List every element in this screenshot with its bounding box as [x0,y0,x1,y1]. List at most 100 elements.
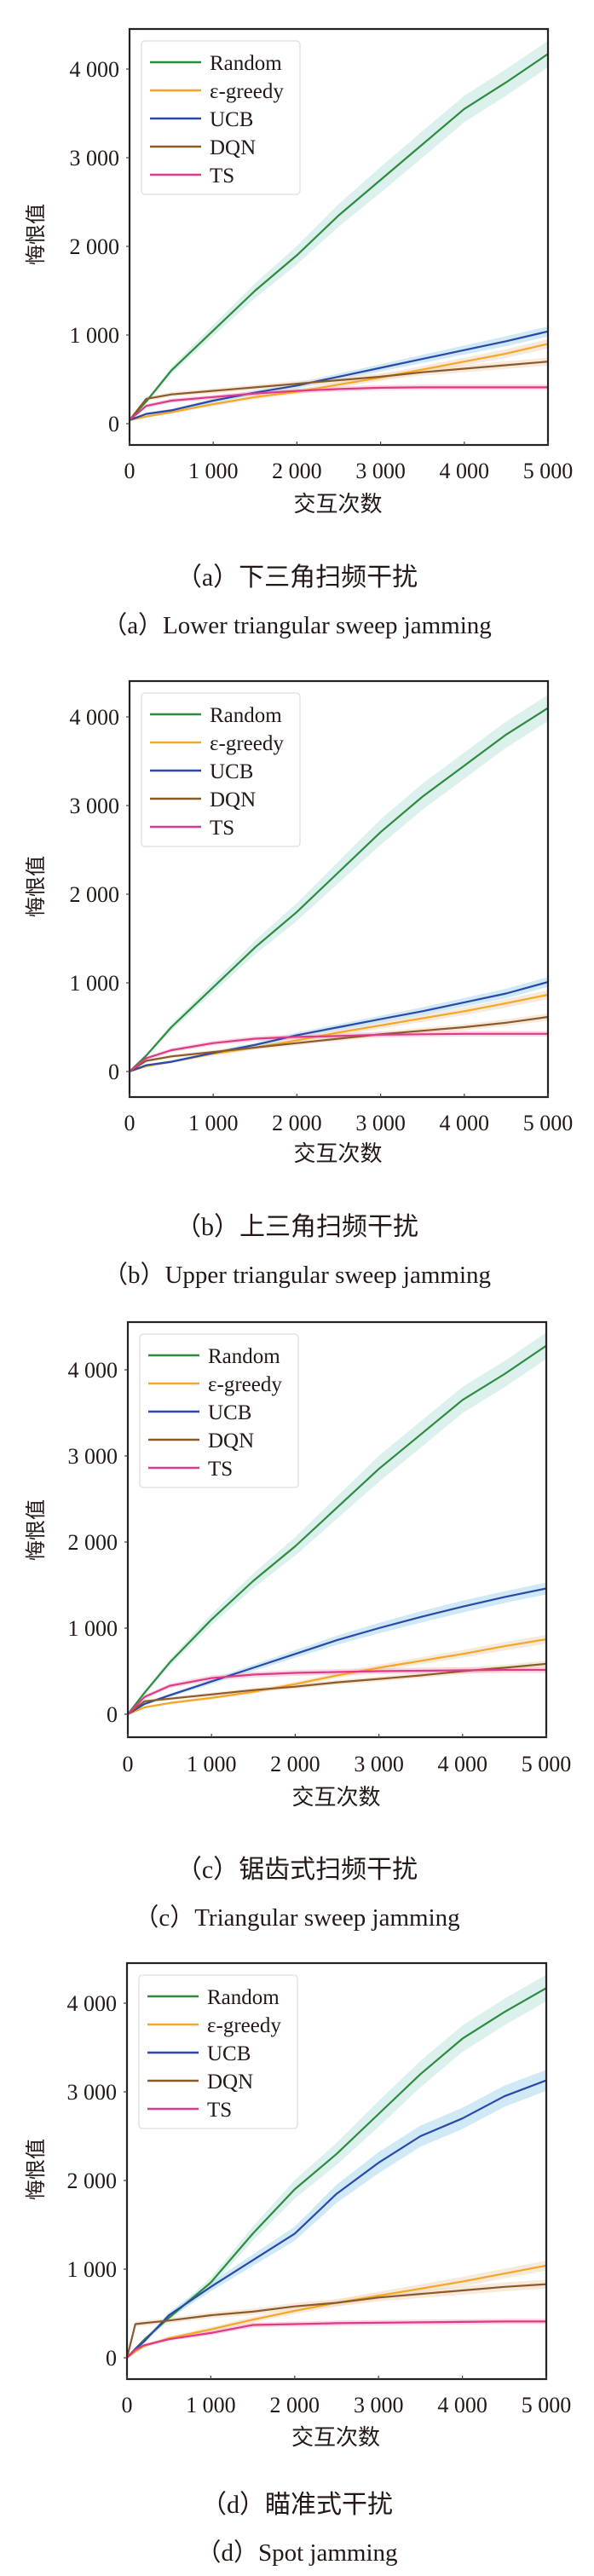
plot-frame [125,1961,548,2381]
plot-frame [128,679,550,1099]
legend-label-UCB: UCB [207,2042,251,2065]
chart-panel-a: 0 1 000 2 000 3 000 4 000 0 1 000 2 000 3 000 4 0… [0,0,594,648]
x-tick-label: 1 000 [186,2393,236,2417]
legend-label-Random: Random [207,1986,280,2009]
y-axis-label: 悔恨值 [24,1499,48,1561]
caption-cn-d: （d）瞄准式干扰 [201,2491,393,2519]
confidence-band-ε-greedy [130,990,548,1072]
x-tick-label: 0 [123,1752,134,1776]
x-tick-label: 3 000 [354,2393,404,2417]
x-tick-label: 5 000 [523,1111,574,1135]
series-line-UCB [130,980,548,1073]
y-tick-label: 0 [107,1702,118,1727]
caption-en-a: （a）Lower triangular sweep jamming [102,612,492,639]
confidence-band-TS [130,384,548,422]
x-axis-label: 交互次数 [293,1141,382,1167]
caption-en-c: （c）Triangular sweep jamming [134,1904,460,1932]
x-axis-label: 交互次数 [293,492,382,517]
legend-label-TS: TS [208,1458,233,1481]
legend-label-ε-greedy: ε-greedy [207,2014,281,2037]
legend-label-UCB: UCB [210,760,253,783]
y-tick-label: 2 000 [70,882,120,907]
x-tick-label: 0 [122,2393,133,2417]
confidence-band-TS [127,2319,546,2359]
y-axis-label: 悔恨值 [24,856,48,917]
legend-label-Random: Random [210,52,282,75]
y-tick-label: 2 000 [67,2169,118,2193]
legend-box [138,1974,298,2129]
confidence-band-Random [130,40,548,422]
x-tick-label: 3 000 [355,1111,406,1135]
x-tick-label: 4 000 [437,2393,487,2417]
confidence-band-TS [128,1666,546,1715]
y-tick-label: 3 000 [67,2080,118,2105]
series-line-ε-greedy [130,343,548,421]
x-tick-label: 0 [124,1111,136,1135]
legend-label-Random: Random [210,704,282,727]
x-tick-label: 3 000 [355,459,406,483]
series-line-UCB [128,1587,546,1715]
series-line-Random [130,707,548,1072]
y-tick-label: 1 000 [68,1616,118,1641]
legend-box [141,692,301,847]
x-tick-label: 1 000 [187,1752,237,1776]
series-line-Random [130,53,548,421]
y-tick-label: 4 000 [70,57,120,82]
legend: Random ε-greedy UCB DQN TS [139,1333,299,1488]
x-tick-label: 2 000 [272,459,322,483]
confidence-band-ε-greedy [127,2261,546,2359]
series-line-DQN [130,1015,548,1072]
y-tick-label: 0 [106,2346,117,2371]
confidence-band-Random [128,1332,546,1715]
chart-panel-c: 0 1 000 2 000 3 000 4 000 0 1 000 2 000 3 000 4 0… [24,1320,571,1932]
plot-frame [126,1320,548,1739]
series-line-ε-greedy [128,1638,546,1716]
y-tick-label: 4 000 [67,1991,118,2016]
y-axis-label: 悔恨值 [24,2139,48,2200]
series-line-TS [130,1032,548,1072]
legend-box [139,1333,299,1488]
y-tick-label: 4 000 [70,705,120,730]
legend: Random ε-greedy UCB DQN TS [141,692,301,847]
series-line-TS [127,2320,546,2359]
chart-svg-c: 0 1 000 2 000 3 000 4 000 0 1 000 2 000 3 000 4 0… [24,1320,571,1811]
x-tick-label: 0 [124,459,136,483]
legend-label-TS: TS [207,2099,232,2122]
legend-box [141,40,301,195]
chart-panel-b: 0 1 000 2 000 3 000 4 000 0 1 000 2 000 3 000 4 0… [24,679,574,1289]
confidence-band-Random [127,1974,546,2359]
series-line-DQN [127,2283,546,2359]
legend-label-TS: TS [210,165,234,188]
series-group [127,1974,546,2359]
plot-frame [128,27,550,447]
x-tick-label: 4 000 [440,459,490,483]
x-tick-label: 3 000 [354,1752,404,1776]
confidence-band-DQN [130,357,548,422]
y-tick-label: 0 [108,412,119,436]
legend-label-UCB: UCB [208,1401,251,1424]
series-line-TS [128,1668,546,1715]
legend-label-TS: TS [210,817,234,840]
chart-svg-a: 0 1 000 2 000 3 000 4 000 0 1 000 2 000 3 000 4 0… [24,27,573,517]
y-tick-label: 1 000 [70,971,120,996]
chart-svg-b: 0 1 000 2 000 3 000 4 000 0 1 000 2 000 3 000 4 0… [24,679,574,1167]
legend-label-DQN: DQN [207,2071,253,2094]
legend-label-ε-greedy: ε-greedy [210,80,284,103]
series-line-Random [128,1344,546,1715]
y-tick-label: 2 000 [68,1530,118,1555]
legend-label-UCB: UCB [210,108,253,131]
confidence-band-UCB [128,1582,546,1715]
x-tick-label: 1 000 [188,459,239,483]
legend-label-DQN: DQN [208,1430,254,1453]
caption-cn-a: （a）下三角扫频干扰 [176,563,418,592]
y-tick-label: 3 000 [68,1444,118,1469]
confidence-band-Random [130,695,548,1072]
x-tick-label: 2 000 [272,1111,322,1135]
x-tick-label: 1 000 [188,1111,239,1135]
caption-en-d: （d）Spot jamming [196,2539,398,2567]
y-tick-label: 4 000 [68,1358,118,1383]
legend-label-DQN: DQN [210,136,256,159]
x-tick-label: 4 000 [440,1111,490,1135]
